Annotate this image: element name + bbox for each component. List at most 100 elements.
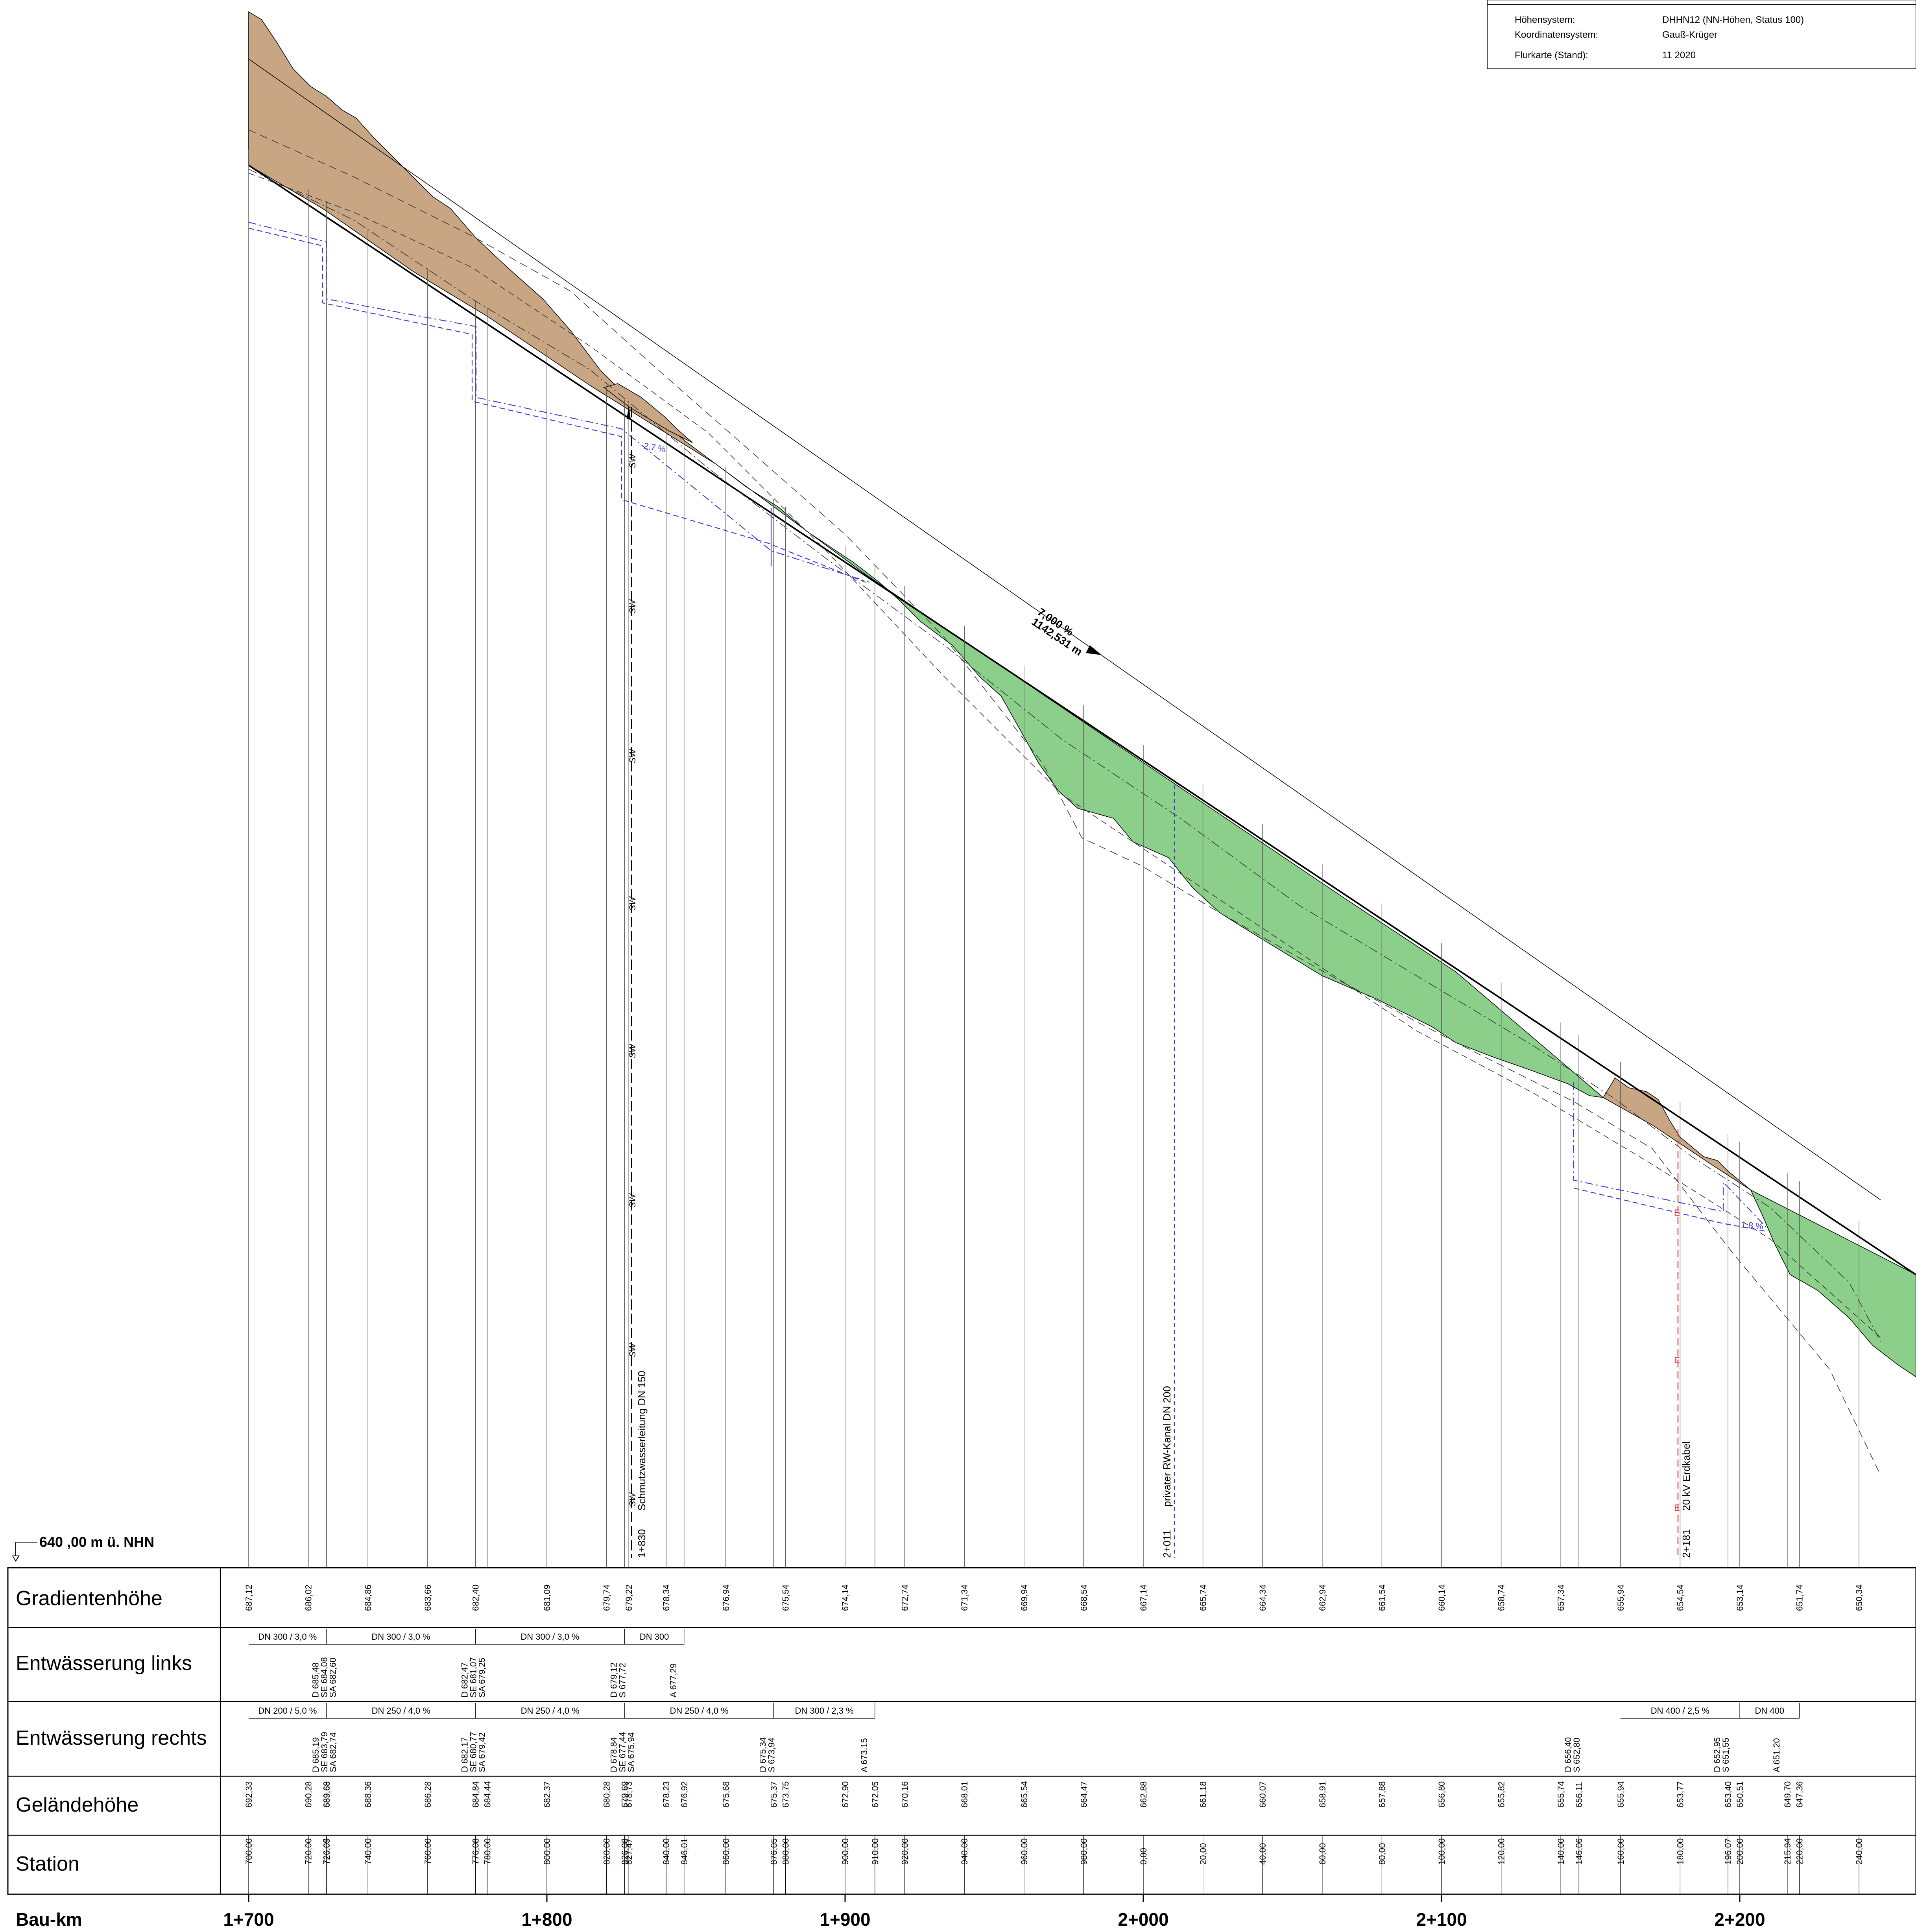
terrain-value: 684,84: [471, 1781, 481, 1808]
terrain-value: 673,75: [781, 1781, 790, 1808]
terrain-value: 686,28: [423, 1781, 433, 1808]
station-value: 180,00: [1675, 1838, 1685, 1865]
baukm-label: 1+700: [223, 1909, 274, 1930]
drain-right-segment: DN 300 / 2,3 %: [795, 1706, 854, 1716]
gradient-value: 679,74: [602, 1585, 612, 1611]
terrain-value: 684,84: [471, 1781, 481, 1808]
station-value: 160,00: [1616, 1838, 1626, 1865]
station-value: 910,00: [870, 1838, 880, 1865]
station-value: 846,01: [679, 1838, 689, 1865]
sw-label: SW: [628, 748, 637, 763]
gradient-value: 679,22: [624, 1585, 634, 1611]
gradient-value: 654,54: [1675, 1585, 1685, 1611]
drain-right-segment: DN 250 / 4,0 %: [372, 1706, 430, 1716]
sw-label: SW: [628, 1193, 637, 1208]
station-value: 120,00: [1497, 1838, 1506, 1865]
drain-left-point: A 677,29: [668, 1663, 678, 1698]
gradient-arrow-icon: [1086, 645, 1102, 655]
drain-right-segment: DN 400: [1755, 1706, 1785, 1716]
dashed-line-1: [248, 173, 1881, 1338]
drain-left-point: SE 681,07: [469, 1657, 478, 1698]
erdkabel-marker-1: E: [1674, 1208, 1680, 1218]
terrain-value: 675,37: [769, 1781, 779, 1808]
station-value: 726,09: [322, 1838, 332, 1865]
erdkabel-label: 20 kV Erdkabel: [1680, 1441, 1692, 1511]
legend-box: Höhensystem: DHHN12 (NN-Höhen, Status 10…: [1487, 0, 1916, 69]
drain-right-point: SA 682,74: [328, 1732, 338, 1772]
gradient-value: 657,34: [1556, 1585, 1566, 1611]
station-value: 140,00: [1556, 1838, 1566, 1865]
drain-right-point: SE 683,79: [319, 1732, 329, 1772]
station-value: 80,00: [1377, 1843, 1387, 1865]
drain-left-segment: DN 300 / 3,0 %: [521, 1632, 579, 1642]
gradient-value: 667,14: [1139, 1585, 1148, 1611]
legend-label-koordinatensystem: Koordinatensystem:: [1515, 30, 1598, 40]
terrain-value: 690,28: [304, 1781, 314, 1808]
terrain-value: 653,77: [1675, 1781, 1685, 1808]
station-value: 215,94: [1783, 1838, 1792, 1865]
terrain-value: 655,94: [1616, 1781, 1626, 1808]
sw-label: SW: [628, 1342, 637, 1357]
schmutzwasser-label: Schmutzwasserleitung DN 150: [636, 1371, 648, 1511]
construction-line: [248, 59, 1881, 1200]
station-value: 200,00: [1735, 1838, 1745, 1865]
drain-right-point: S 652,80: [1572, 1738, 1582, 1772]
terrain-value: 682,37: [542, 1781, 552, 1808]
terrain-value: 656,11: [1574, 1782, 1584, 1808]
drain-right-segment: DN 250 / 4,0 %: [521, 1706, 580, 1716]
terrain-value: 661,18: [1198, 1781, 1208, 1808]
terrain-value: 678,23: [661, 1781, 671, 1808]
gradient-value: 682,40: [471, 1585, 481, 1611]
terrain-value: 692,33: [244, 1781, 254, 1808]
station-value: 920,00: [900, 1838, 910, 1865]
drain-right-point: D 682,17: [460, 1737, 470, 1772]
dashed-line-2: [248, 129, 1881, 1476]
drain-right-point: SA 679,42: [477, 1732, 487, 1772]
gradient-value: 653,14: [1735, 1585, 1745, 1611]
gradient-value: 676,94: [721, 1585, 731, 1611]
cut-areas: [248, 11, 1751, 1190]
baukm-label: 1+800: [521, 1909, 572, 1930]
terrain-value: 679,69: [620, 1781, 629, 1808]
drain-right-point: SE 677,44: [618, 1732, 628, 1772]
pipe-slope-right-label: 1,8 %: [1741, 1220, 1764, 1231]
drain-right-point: D 685,19: [311, 1737, 321, 1772]
station-value: 0,00: [1139, 1848, 1148, 1865]
station-vertical-lines: [248, 149, 1859, 1568]
terrain-value: 662,88: [1139, 1781, 1148, 1808]
legend-value-koordinatensystem: Gauß-Krüger: [1662, 30, 1717, 40]
fill-area-1: [716, 464, 1604, 1098]
legend-value-hoehensystem: DHHN12 (NN-Höhen, Status 100): [1662, 15, 1804, 25]
legend-label-flurkarte: Flurkarte (Stand):: [1515, 50, 1588, 61]
terrain-value: 653,40: [1723, 1781, 1733, 1808]
baukm-label: 1+900: [820, 1909, 870, 1930]
rw-kanal-label: privater RW-Kanal DN 200: [1161, 1386, 1173, 1507]
terrain-value: 678,73: [624, 1781, 634, 1808]
sw-label: SW: [628, 896, 637, 911]
sw-label: SW: [628, 1492, 637, 1507]
station-value: 820,00: [602, 1838, 612, 1865]
terrain-value: 680,28: [602, 1781, 612, 1808]
terrain-value: 679,69: [620, 1781, 630, 1808]
station-value: 980,00: [1079, 1838, 1089, 1865]
terrain-value: 675,68: [721, 1781, 731, 1808]
drain-right-point: A 651,20: [1772, 1738, 1781, 1772]
station-value: 840,00: [661, 1838, 671, 1865]
terrain-value: 676,92: [679, 1781, 689, 1808]
terrain-value: 650,51: [1735, 1781, 1745, 1808]
gradient-value: 650,34: [1854, 1585, 1864, 1611]
terrain-value: 655,74: [1556, 1781, 1566, 1808]
station-value: 20,00: [1198, 1843, 1208, 1865]
legend-label-hoehensystem: Höhensystem:: [1515, 15, 1575, 25]
terrain-value: 655,82: [1497, 1781, 1506, 1808]
drain-right-point: D 656,40: [1563, 1737, 1573, 1772]
station-value: 940,00: [960, 1838, 969, 1865]
terrain-value: 658,91: [1318, 1781, 1327, 1808]
gradient-value: 675,54: [781, 1585, 790, 1611]
station-value: 700,00: [244, 1838, 254, 1865]
station-value: 60,00: [1318, 1843, 1327, 1865]
gradient-value: 681,09: [542, 1585, 552, 1611]
drain-left-segment: DN 300: [640, 1632, 669, 1642]
terrain-value: 672,05: [870, 1781, 880, 1808]
